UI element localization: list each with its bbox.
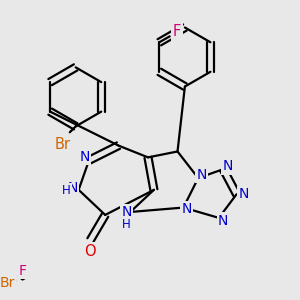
Text: N: N [196, 168, 207, 182]
Text: Br: Br [54, 136, 70, 152]
Text: Br: Br [0, 276, 15, 290]
Text: O: O [84, 244, 96, 259]
Text: F: F [173, 24, 181, 39]
Text: N: N [68, 182, 78, 195]
Text: H: H [62, 184, 70, 197]
Text: N: N [223, 159, 233, 173]
Text: N: N [122, 205, 132, 219]
Text: F: F [19, 264, 27, 278]
Text: N: N [181, 202, 192, 216]
Text: N: N [80, 150, 90, 164]
Text: N: N [239, 187, 249, 201]
Text: H: H [122, 218, 130, 231]
Text: N: N [218, 214, 228, 228]
